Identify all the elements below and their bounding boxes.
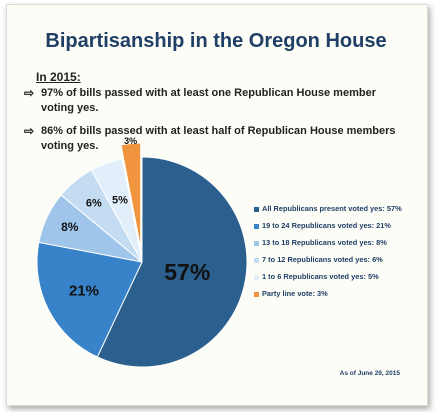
slice-label: 3% (124, 136, 137, 146)
as-of-date: As of June 29, 2015 (339, 370, 400, 377)
legend-swatch (254, 206, 259, 212)
slice-label: 8% (61, 220, 79, 234)
legend-label: 7 to 12 Republicans voted yes: 6% (262, 255, 383, 264)
slice-label: 6% (86, 198, 102, 210)
legend-label: Party line vote: 3% (262, 289, 328, 298)
legend-label: All Republicans present voted yes: 57% (262, 204, 402, 213)
legend-label: 13 to 18 Republicans voted yes: 8% (262, 238, 387, 247)
legend-swatch (254, 274, 259, 280)
arrow-right-icon: ⇨ (24, 124, 35, 138)
legend-item: 19 to 24 Republicans voted yes: 21% (254, 221, 391, 230)
pie-slice (120, 142, 142, 249)
legend-item: All Republicans present voted yes: 57% (254, 204, 402, 213)
year-heading: In 2015: (36, 70, 81, 84)
slice-label: 5% (112, 195, 128, 207)
legend-swatch (254, 240, 259, 246)
bullet-text: 97% of bills passed with at least one Re… (41, 87, 376, 114)
chart-title: Bipartisanship in the Oregon House (45, 30, 387, 52)
legend-item: 7 to 12 Republicans voted yes: 6% (254, 255, 383, 264)
arrow-right-icon: ⇨ (24, 86, 35, 100)
slice-label: 57% (164, 259, 210, 285)
legend-item: 13 to 18 Republicans voted yes: 8% (254, 238, 387, 247)
legend-swatch (254, 257, 259, 263)
pie-slice (36, 241, 143, 358)
bullet-item: ⇨ 86% of bills passed with at least half… (24, 124, 404, 154)
legend-swatch (254, 291, 259, 297)
legend-swatch (254, 223, 259, 229)
legend-item: Party line vote: 3% (254, 289, 328, 298)
legend-label: 1 to 6 Republicans voted yes: 5% (262, 272, 379, 281)
pie-slice (90, 158, 143, 263)
legend-label: 19 to 24 Republicans voted yes: 21% (262, 221, 391, 230)
legend-item: 1 to 6 Republicans voted yes: 5% (254, 272, 379, 281)
slice-label: 21% (69, 283, 99, 300)
bullet-item: ⇨ 97% of bills passed with at least one … (24, 86, 404, 116)
bullet-text: 86% of bills passed with at least half o… (41, 125, 396, 152)
pie-slice (96, 156, 248, 368)
